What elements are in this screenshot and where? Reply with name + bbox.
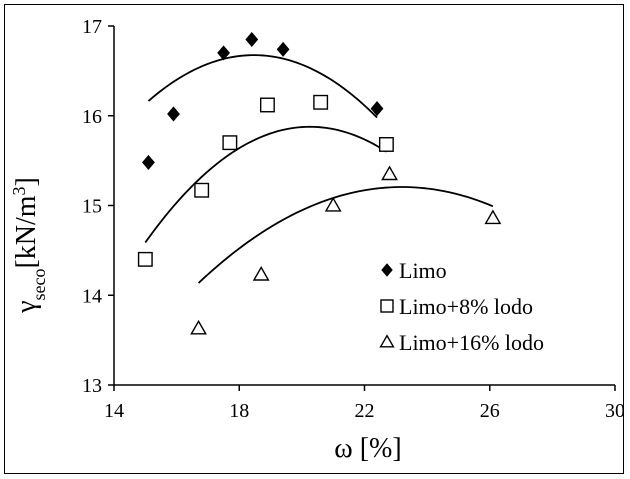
data-point <box>217 45 230 61</box>
x-tick-label: 22 <box>355 400 375 422</box>
y-axis-title-unit: [kN/m <box>11 195 42 268</box>
data-point <box>370 101 384 117</box>
data-point <box>167 106 180 122</box>
data-point <box>245 31 259 47</box>
legend-label: Limo <box>399 258 447 283</box>
data-point <box>381 165 398 181</box>
legend-label: Limo+8% lodo <box>399 294 533 319</box>
legend-label: Limo+16% lodo <box>399 330 544 355</box>
data-point <box>378 137 394 152</box>
y-axis-title-subscript: seco <box>29 269 49 301</box>
data-point <box>484 209 502 225</box>
y-axis-title: γseco[kN/m3] <box>9 177 49 314</box>
legend-marker <box>380 299 394 313</box>
data-point <box>276 41 290 57</box>
x-tick-label: 18 <box>229 400 249 422</box>
x-tick-label: 26 <box>480 400 500 422</box>
data-series <box>137 31 502 335</box>
trend-line <box>147 54 378 119</box>
data-point <box>194 182 210 198</box>
data-point <box>190 319 207 335</box>
trend-line <box>197 186 494 284</box>
series-2 <box>137 94 394 267</box>
y-tick-label: 16 <box>82 106 102 128</box>
y-tick-label: 15 <box>82 196 102 218</box>
x-tick-label: 30 <box>605 400 623 422</box>
y-axis-title-close: ] <box>11 177 42 186</box>
legend-marker <box>381 263 393 277</box>
data-point <box>313 94 329 110</box>
series-1 <box>142 31 384 170</box>
x-tick-label: 14 <box>104 400 124 422</box>
data-point <box>259 97 275 113</box>
y-tick-label: 14 <box>82 285 102 307</box>
y-axis-title-superscript: 3 <box>9 186 29 195</box>
trend-line <box>144 125 387 244</box>
y-axis-title-main: γ <box>11 301 42 314</box>
chart-frame: 14 18 22 26 30 13 14 15 16 17 Limo Limo+8% lodo Lim… <box>4 4 624 474</box>
x-axis-title: ω [%] <box>334 433 401 464</box>
legend-marker <box>379 334 395 348</box>
y-tick-label: 13 <box>82 375 102 397</box>
data-point <box>222 135 238 151</box>
y-tick-label: 17 <box>82 16 102 38</box>
series-3 <box>190 165 502 335</box>
data-point <box>252 265 270 281</box>
data-point <box>137 251 153 267</box>
legend: Limo Limo+8% lodo Limo+16% lodo <box>379 258 544 355</box>
data-point <box>324 196 342 212</box>
data-point <box>142 154 155 170</box>
